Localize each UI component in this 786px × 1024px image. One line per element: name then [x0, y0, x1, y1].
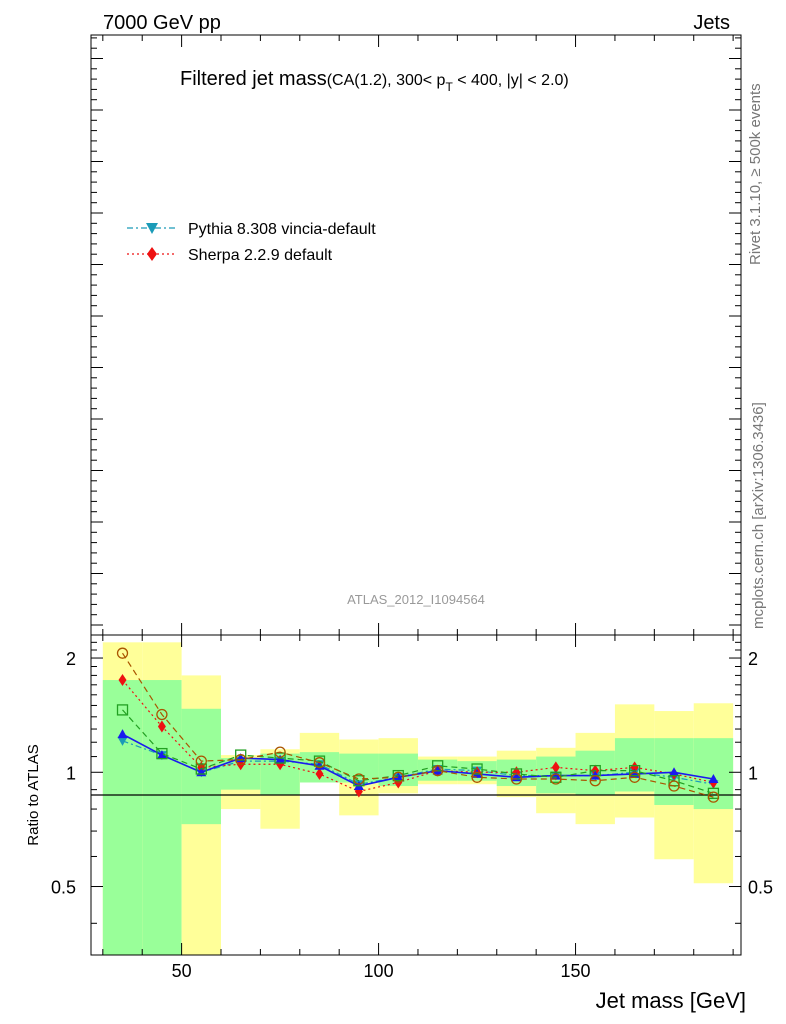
data-point: [471, 771, 483, 783]
series-line: [122, 733, 714, 787]
legend-marker-sherpa: [147, 247, 157, 261]
data-point: [117, 736, 128, 746]
series-line: [122, 740, 714, 785]
data-point: [195, 755, 207, 767]
data-point: [432, 764, 444, 777]
upper-ticks: [91, 35, 741, 635]
ratio-frame: [90, 634, 742, 956]
data-point: [116, 647, 129, 659]
data-point: [156, 747, 168, 760]
series-line: [122, 679, 714, 793]
y-tick-label-right: 1: [748, 763, 758, 783]
y-tick-label-right: 0.5: [748, 878, 773, 898]
analysis-id: ATLAS_2012_I1094564: [347, 592, 485, 607]
upper-frame: [90, 34, 742, 636]
inner-band-bin: [693, 738, 734, 810]
x-tick-label: 100: [364, 961, 394, 981]
data-point: [195, 763, 207, 775]
data-point: [589, 775, 601, 787]
y-tick-label-left: 2: [66, 649, 76, 669]
data-point: [313, 757, 326, 769]
plot-title: Filtered jet mass(CA(1.2), 300< pT < 400…: [180, 68, 569, 94]
data-point: [628, 771, 641, 783]
uncertainty-bands: [102, 642, 734, 955]
data-point: [669, 767, 680, 777]
x-tick-label: 150: [561, 961, 591, 981]
x-axis-label: Jet mass [GeV]: [596, 988, 746, 1013]
data-point: [156, 750, 167, 760]
header-left: 7000 GeV pp: [103, 12, 221, 34]
data-point: [392, 771, 404, 783]
inner-band-bin: [102, 680, 143, 955]
header-right: Jets: [693, 12, 730, 34]
y-tick-label-left: 0.5: [51, 878, 76, 898]
y-tick-label-left: 1: [66, 763, 76, 783]
data-point: [156, 708, 168, 721]
data-point: [274, 746, 286, 758]
data-point: [393, 772, 404, 782]
data-point: [707, 787, 720, 799]
data-point: [432, 760, 444, 772]
y-axis-label: Ratio to ATLAS: [25, 744, 42, 845]
data-point: [116, 704, 129, 716]
data-point: [353, 773, 365, 785]
ratio-ticks: 50 100 150 0.5 0.5 1 1 2 2: [51, 635, 773, 981]
data-point: [274, 752, 286, 764]
data-point: [471, 763, 483, 775]
data-point: [628, 764, 641, 777]
data-point: [432, 765, 443, 775]
series-line: [122, 652, 714, 798]
mcplots-label: mcplots.cern.ch [arXiv:1306.3436]: [750, 402, 767, 629]
data-point: [708, 774, 719, 784]
data-point: [551, 761, 560, 774]
legend-label-pythia: Pythia 8.308 vincia-default: [188, 221, 376, 238]
data-point: [510, 773, 523, 785]
data-point: [275, 754, 286, 764]
legend-label-sherpa: Sherpa 2.2.9 default: [188, 247, 333, 264]
series-line: [122, 709, 714, 794]
data-point: [315, 767, 324, 780]
legend: Pythia 8.308 vincia-default Sherpa 2.2.9…: [127, 221, 376, 264]
data-point: [707, 791, 720, 803]
data-point: [668, 780, 680, 792]
data-point: [157, 720, 166, 733]
y-tick-label-right: 2: [748, 649, 758, 669]
rivet-label: Rivet 3.1.10, ≥ 500k events: [747, 83, 764, 265]
data-point: [235, 753, 247, 766]
data-point: [117, 729, 128, 739]
data-point: [118, 674, 127, 687]
series-group: [116, 647, 720, 803]
legend-marker-pythia: [146, 223, 158, 234]
x-tick-label: 50: [172, 961, 192, 981]
data-point: [550, 773, 562, 785]
